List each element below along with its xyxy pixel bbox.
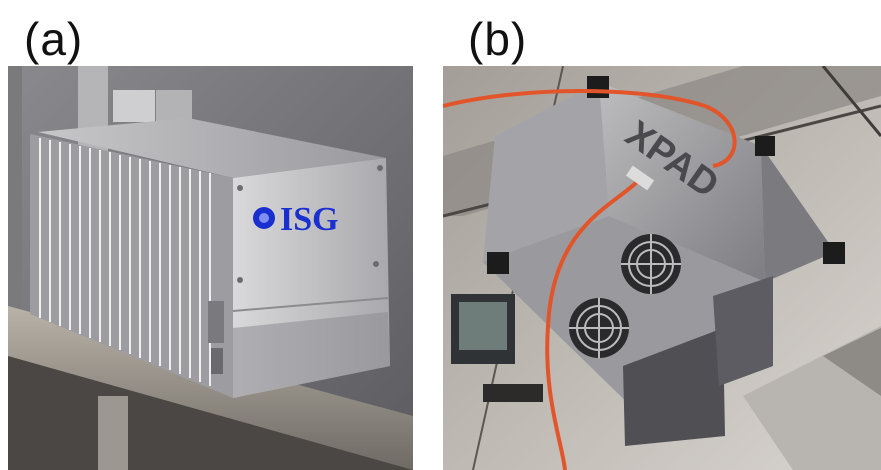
screw-icon <box>373 261 379 267</box>
photo-b-drawing: XPAD <box>443 66 881 470</box>
heat-sink-fins <box>39 138 211 386</box>
panel-a-label: (a) <box>24 13 84 65</box>
orange-cable <box>443 89 737 470</box>
corner-bracket-icon <box>823 242 845 264</box>
screw-icon <box>237 277 243 283</box>
photo-a-drawing: ISG <box>8 66 413 470</box>
isg-logo-text: ISG <box>280 201 339 238</box>
photo-detector-box: ISG <box>8 66 413 470</box>
photo-xpad-detector: XPAD <box>443 66 881 470</box>
fan-icon <box>569 298 629 358</box>
corner-bracket-icon <box>487 252 509 274</box>
screw-icon <box>377 165 383 171</box>
screw-icon <box>237 185 243 191</box>
fan-icon <box>621 234 681 294</box>
corner-bracket-icon <box>755 136 775 156</box>
corner-bracket-icon <box>587 76 609 98</box>
panel-b-label: (b) <box>468 13 528 65</box>
isg-logo: ISG <box>253 201 339 238</box>
